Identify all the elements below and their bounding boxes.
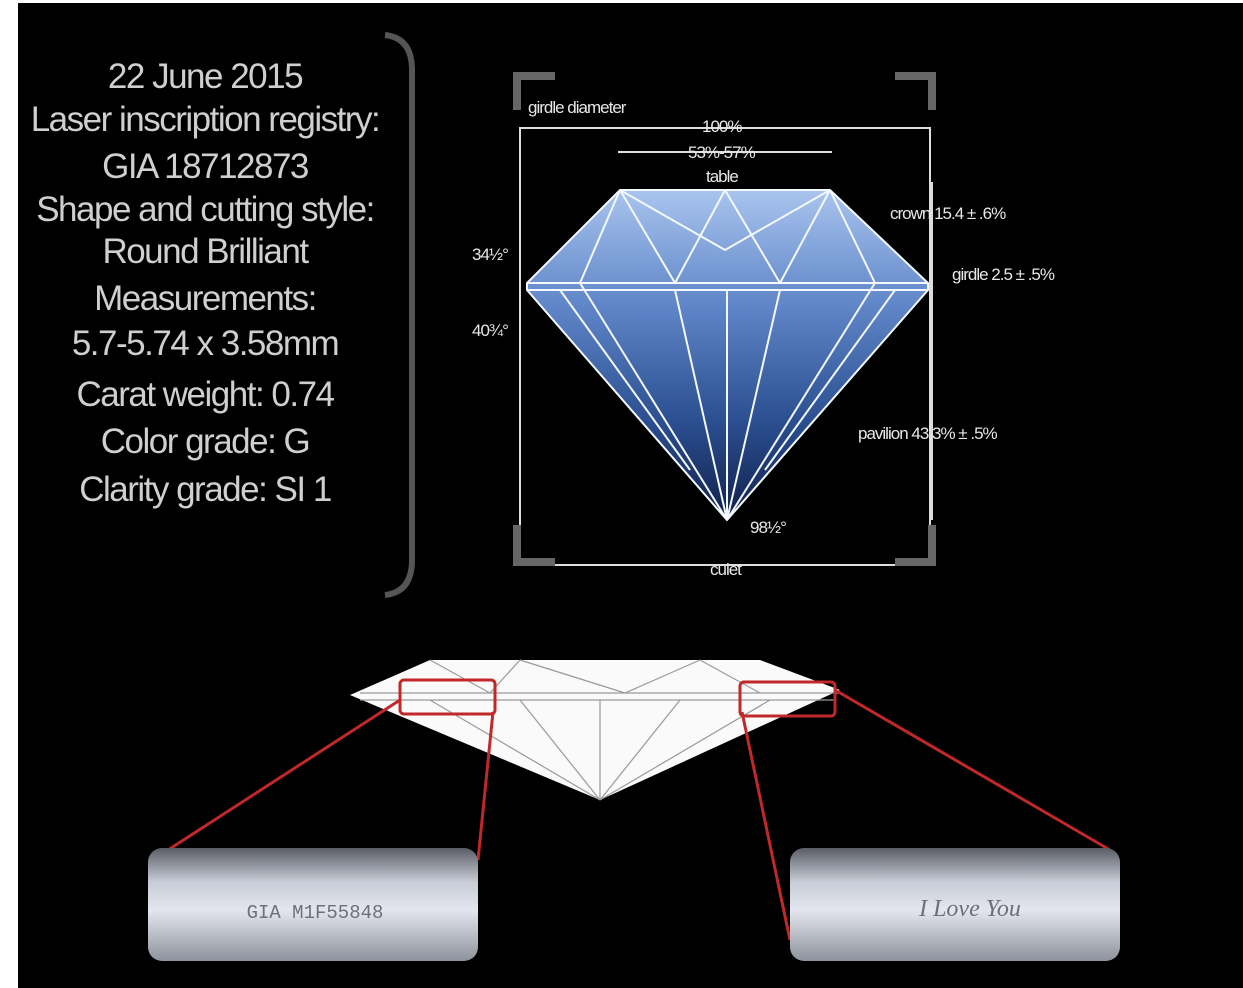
scene: 22 June 2015 Laser inscription registry:… xyxy=(0,0,1243,988)
culet-label: culet xyxy=(710,560,742,579)
table-label: table xyxy=(706,167,738,186)
info-line: Carat weight: 0.74 xyxy=(76,375,334,414)
inscription-text: I Love You xyxy=(918,896,1021,922)
pavilion-label: pavilion 43.3% ± .5% xyxy=(858,424,998,443)
info-line: 5.7-5.74 x 3.58mm xyxy=(72,324,338,363)
info-line: Shape and cutting style: xyxy=(36,190,374,229)
pavilion-angle-label: 40¾° xyxy=(472,321,508,340)
page-body: 22 June 2015 Laser inscription registry:… xyxy=(0,0,1243,988)
girdle-diameter-label: girdle diameter xyxy=(528,98,627,117)
girdle-label: girdle 2.5 ± .5% xyxy=(952,265,1055,284)
info-line: 22 June 2015 xyxy=(108,57,302,96)
culet-angle-label: 98½° xyxy=(750,518,786,537)
info-line: Clarity grade: SI 1 xyxy=(79,470,331,509)
info-line: Color grade: G xyxy=(101,422,310,461)
inscription-left: GIA M1F55848 xyxy=(148,848,478,961)
info-line: GIA 18712873 xyxy=(102,147,308,186)
diameter-percent-label: 100% xyxy=(702,117,742,136)
info-line: Measurements: xyxy=(94,279,316,318)
inscription-text: GIA M1F55848 xyxy=(247,902,384,924)
info-line: Laser inscription registry: xyxy=(31,100,380,139)
crown-label: crown 15.4 ± .6% xyxy=(890,204,1006,223)
crown-angle-label: 34½° xyxy=(472,245,508,264)
page: Diamond grading diagram {"info_panel": {… xyxy=(0,0,1243,988)
table-percent-label: 53%-57% xyxy=(688,143,756,162)
info-line: Round Brilliant xyxy=(102,232,309,271)
inscription-right: I Love You xyxy=(790,848,1120,961)
